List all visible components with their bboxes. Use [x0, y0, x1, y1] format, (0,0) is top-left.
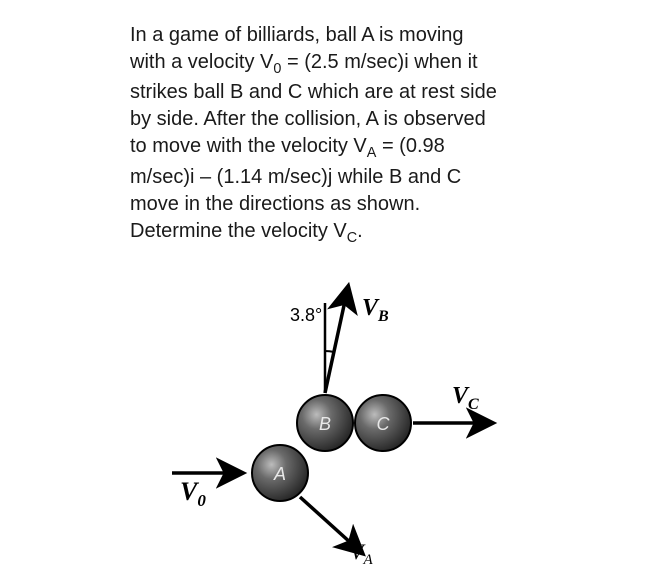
subscript-A: A — [367, 145, 377, 161]
label-VB: VB — [362, 295, 389, 325]
label-VA: VA — [350, 539, 373, 565]
subscript-C: C — [347, 230, 357, 246]
text-part: = (2.5 m/sec)i when it — [281, 51, 477, 73]
text-part: with a velocity V — [130, 51, 273, 73]
text-part: = (0.98 — [376, 135, 444, 157]
text-part: move in the directions as shown. — [130, 193, 420, 215]
text-part: In a game of billiards, ball A is moving — [130, 24, 464, 46]
text-part: . — [357, 220, 363, 242]
ball-B-label: B — [319, 414, 331, 434]
label-VC: VC — [452, 383, 479, 413]
billiards-diagram: C B A V0 VB VC VA 3.8° — [130, 275, 540, 565]
text-part: strikes ball B and C which are at rest s… — [130, 81, 497, 103]
text-part: m/sec)i – (1.14 m/sec)j while B and C — [130, 166, 461, 188]
problem-statement: In a game of billiards, ball A is moving… — [130, 22, 540, 248]
text-part: to move with the velocity V — [130, 135, 367, 157]
ball-C-label: C — [377, 414, 391, 434]
text-part: Determine the velocity V — [130, 220, 347, 242]
label-V0: V0 — [180, 477, 206, 510]
ball-A-label: A — [273, 464, 286, 484]
angle-arc — [325, 351, 334, 352]
text-part: by side. After the collision, A is obser… — [130, 108, 486, 130]
vector-VB — [325, 287, 348, 393]
label-angle: 3.8° — [290, 305, 322, 325]
